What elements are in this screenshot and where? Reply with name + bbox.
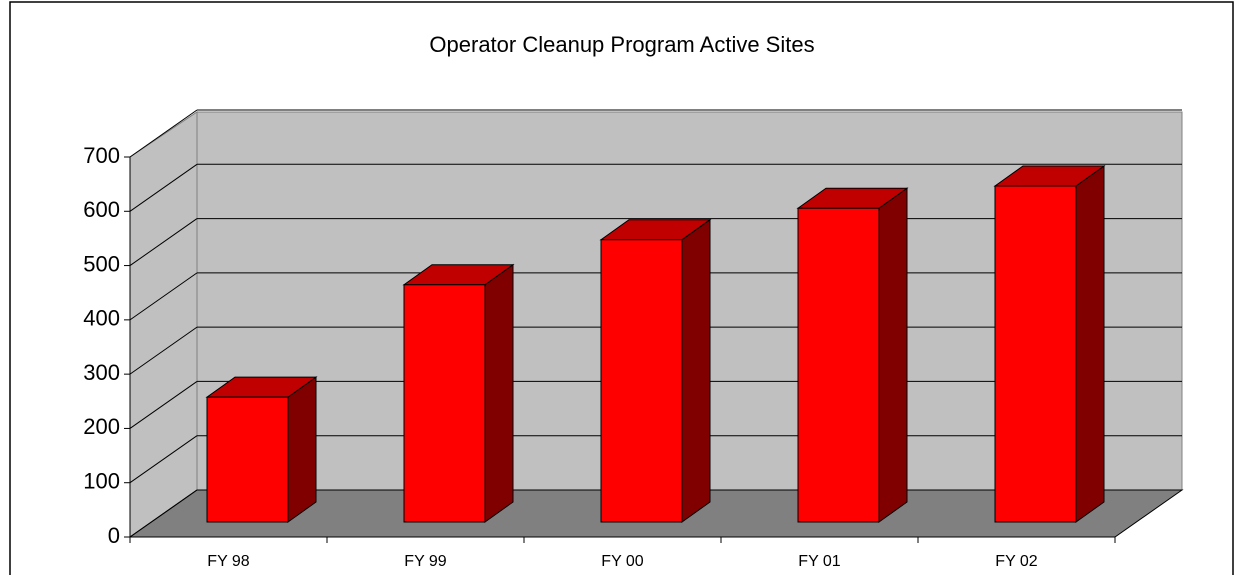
grid-line bbox=[129, 435, 198, 484]
x-tick-label: FY 01 bbox=[798, 553, 841, 570]
bar bbox=[600, 239, 683, 523]
x-tick-label: FY 98 bbox=[207, 553, 250, 570]
y-tick-label: 600 bbox=[83, 197, 120, 222]
grid-line bbox=[129, 218, 198, 266]
y-tick-label: 700 bbox=[83, 143, 120, 168]
bar-side bbox=[681, 218, 711, 523]
bar-side bbox=[878, 187, 908, 523]
grid-line bbox=[129, 489, 198, 538]
x-tick-label: FY 00 bbox=[601, 553, 644, 570]
bar-side bbox=[1075, 164, 1105, 523]
grid-line bbox=[129, 163, 198, 212]
bar bbox=[797, 207, 880, 523]
bar bbox=[206, 396, 289, 523]
y-tick-label: 300 bbox=[83, 360, 120, 385]
side-wall bbox=[129, 111, 198, 538]
y-tick-label: 400 bbox=[83, 306, 120, 331]
x-tick-label: FY 99 bbox=[404, 553, 447, 570]
bar bbox=[403, 284, 486, 523]
y-tick-label: 100 bbox=[83, 469, 120, 494]
bar-side bbox=[484, 263, 514, 523]
grid-line bbox=[129, 109, 198, 158]
chart-title: Operator Cleanup Program Active Sites bbox=[429, 32, 814, 57]
grid-line bbox=[129, 326, 198, 375]
bar bbox=[994, 185, 1077, 523]
y-tick-label: 0 bbox=[108, 523, 120, 548]
grid-line bbox=[129, 272, 198, 321]
y-tick-label: 500 bbox=[83, 251, 120, 276]
bar-side bbox=[287, 376, 317, 523]
y-tick-label: 200 bbox=[83, 414, 120, 439]
grid-line bbox=[129, 381, 198, 429]
x-tick-label: FY 02 bbox=[995, 553, 1038, 570]
